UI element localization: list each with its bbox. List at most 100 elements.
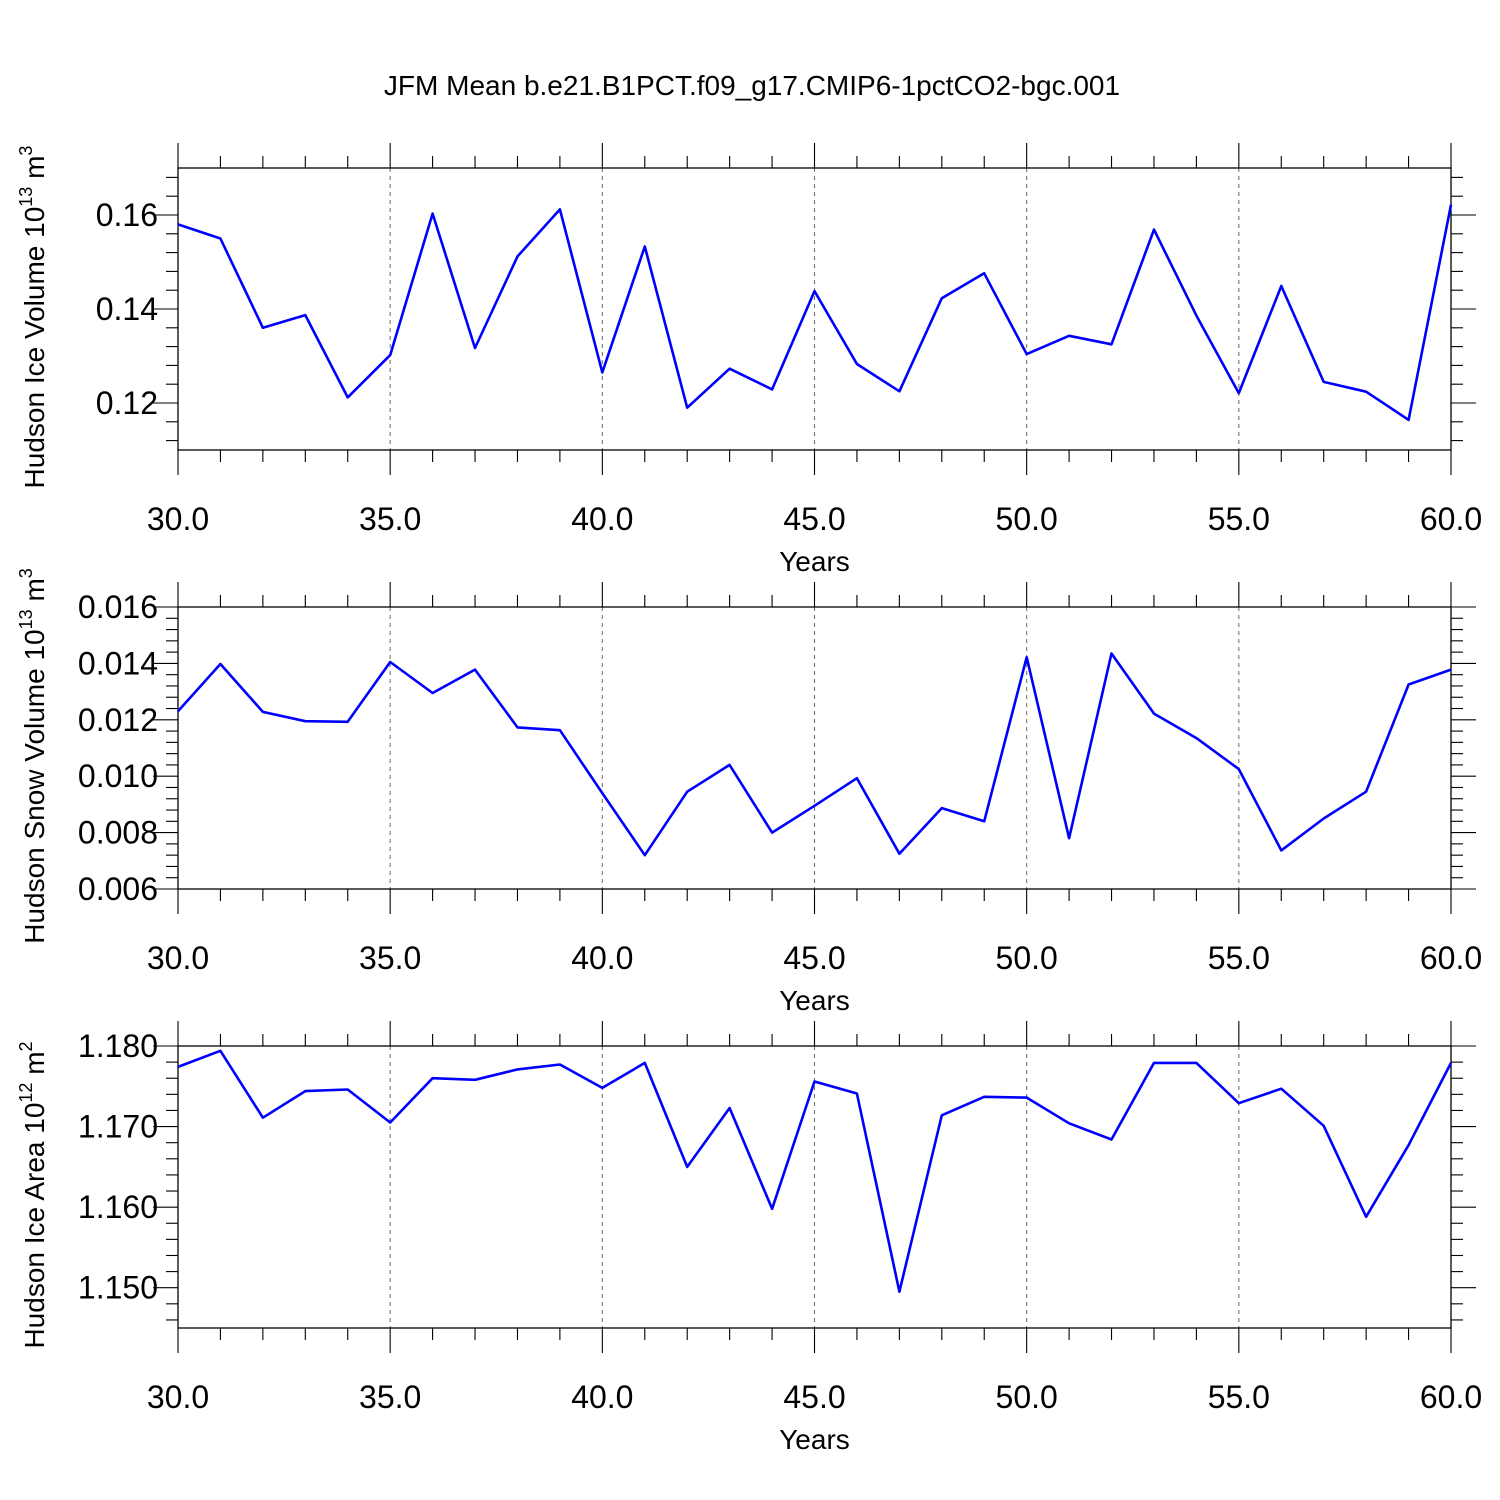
data-point xyxy=(600,370,604,374)
data-point xyxy=(473,668,477,672)
data-point xyxy=(685,790,689,794)
data-point xyxy=(261,710,265,714)
data-point xyxy=(1364,1215,1368,1219)
data-point xyxy=(1194,736,1198,740)
y-axis-label: Hudson Ice Area 1012 m2 xyxy=(16,1041,50,1348)
series-line xyxy=(177,204,1453,422)
data-point xyxy=(982,271,986,275)
x-tick-label: 55.0 xyxy=(1208,501,1270,537)
x-tick-label: 60.0 xyxy=(1420,940,1482,976)
x-tick-label: 45.0 xyxy=(783,501,845,537)
data-point xyxy=(515,725,519,729)
data-point xyxy=(303,1089,307,1093)
panel-3: 30.0 35.0 40.0 45.0 50.0 55.0 60.0 1.150 1.160 1.… xyxy=(16,1021,1482,1455)
data-point xyxy=(558,1063,562,1067)
data-point xyxy=(897,852,901,856)
data-point xyxy=(1067,1121,1071,1125)
data-point xyxy=(261,1116,265,1120)
data-point xyxy=(1364,790,1368,794)
data-point xyxy=(770,387,774,391)
data-point xyxy=(728,763,732,767)
y-axis-label-unit: m xyxy=(19,156,50,187)
data-point xyxy=(1194,1061,1198,1065)
data-point xyxy=(218,662,222,666)
data-point xyxy=(897,1290,901,1294)
y-tick-label: 1.150 xyxy=(78,1270,158,1306)
data-point xyxy=(1025,655,1029,659)
data-point xyxy=(1025,1096,1029,1100)
data-point xyxy=(897,389,901,393)
data-point xyxy=(728,1106,732,1110)
y-tick-label: 0.008 xyxy=(78,815,158,851)
x-tick-label: 40.0 xyxy=(571,940,633,976)
y-tick-label: 0.16 xyxy=(96,197,158,233)
data-point xyxy=(1364,390,1368,394)
y-tick-label: 0.14 xyxy=(96,291,158,327)
data-point xyxy=(685,1165,689,1169)
x-axis-label: Years xyxy=(779,546,850,577)
y-axis-label-unit-exponent: 3 xyxy=(16,568,36,578)
x-tick-label: 30.0 xyxy=(147,501,209,537)
y-tick-label: 0.016 xyxy=(78,589,158,625)
x-axis-label: Years xyxy=(779,1424,850,1455)
y-axis-label-unit-exponent: 3 xyxy=(16,146,36,156)
data-point xyxy=(1152,712,1156,716)
x-tick-label: 35.0 xyxy=(359,1379,421,1415)
data-point xyxy=(558,728,562,732)
data-point xyxy=(940,1113,944,1117)
data-point xyxy=(388,353,392,357)
data-point xyxy=(600,1086,604,1090)
x-tick-label: 50.0 xyxy=(996,940,1058,976)
data-point xyxy=(643,853,647,857)
y-axis-label: Hudson Snow Volume 1013 m3 xyxy=(16,568,50,944)
x-tick-label: 55.0 xyxy=(1208,1379,1270,1415)
x-tick-label: 35.0 xyxy=(359,940,421,976)
data-point xyxy=(303,313,307,317)
data-point xyxy=(770,831,774,835)
y-axis-label-base: Hudson Snow Volume 10 xyxy=(19,629,50,943)
data-point xyxy=(218,237,222,241)
data-point xyxy=(685,406,689,410)
data-point xyxy=(515,1067,519,1071)
data-point xyxy=(1449,1061,1453,1065)
y-tick-label: 1.160 xyxy=(78,1189,158,1225)
y-axis-label-exponent: 12 xyxy=(16,1083,36,1103)
data-point xyxy=(600,791,604,795)
data-point xyxy=(261,326,265,330)
data-point xyxy=(1025,352,1029,356)
y-axis-label-unit: m xyxy=(19,1051,50,1082)
y-tick-label: 1.180 xyxy=(78,1028,158,1064)
data-point xyxy=(1407,1143,1411,1147)
data-point xyxy=(1449,668,1453,672)
data-point xyxy=(1279,1087,1283,1091)
y-tick-label: 0.012 xyxy=(78,702,158,738)
data-point xyxy=(1237,391,1241,395)
data-point xyxy=(1449,203,1453,207)
data-point xyxy=(940,296,944,300)
x-tick-label: 45.0 xyxy=(783,940,845,976)
chart-title: JFM Mean b.e21.B1PCT.f09_g17.CMIP6-1pctC… xyxy=(384,70,1120,101)
data-point xyxy=(982,1095,986,1099)
y-tick-label: 0.010 xyxy=(78,758,158,794)
panel-2: 30.0 35.0 40.0 45.0 50.0 55.0 60.0 0.006 0.008 0.… xyxy=(16,568,1482,1016)
y-tick-label: 0.014 xyxy=(78,645,158,681)
data-point xyxy=(1194,314,1198,318)
x-tick-label: 30.0 xyxy=(147,1379,209,1415)
data-point xyxy=(1110,652,1114,656)
data-point xyxy=(431,1076,435,1080)
data-point xyxy=(855,776,859,780)
data-point xyxy=(1322,817,1326,821)
y-tick-label: 1.170 xyxy=(78,1109,158,1145)
y-tick-label: 0.006 xyxy=(78,871,158,907)
x-tick-label: 60.0 xyxy=(1420,501,1482,537)
data-point xyxy=(1279,848,1283,852)
y-axis-label-base: Hudson Ice Volume 10 xyxy=(19,207,50,489)
data-point xyxy=(1110,342,1114,346)
data-point xyxy=(940,806,944,810)
data-point xyxy=(1322,1124,1326,1128)
data-point xyxy=(1407,683,1411,687)
data-point xyxy=(346,395,350,399)
series-line xyxy=(177,652,1452,857)
data-point xyxy=(218,1049,222,1053)
